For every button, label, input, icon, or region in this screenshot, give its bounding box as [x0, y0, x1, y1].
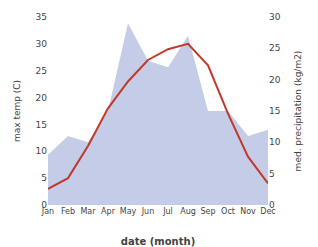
- svg-text:Jul: Jul: [162, 207, 173, 216]
- svg-text:Aug: Aug: [180, 207, 196, 216]
- svg-text:med. precipitation (kg/m2): med. precipitation (kg/m2): [293, 51, 303, 172]
- svg-text:10: 10: [36, 146, 48, 156]
- svg-text:0: 0: [269, 200, 275, 210]
- svg-text:Oct: Oct: [221, 207, 235, 216]
- svg-text:25: 25: [36, 66, 47, 76]
- svg-text:Mar: Mar: [80, 207, 96, 216]
- svg-text:max temp (C): max temp (C): [12, 80, 22, 142]
- svg-text:20: 20: [36, 93, 48, 103]
- svg-text:25: 25: [269, 43, 280, 53]
- svg-text:Jan: Jan: [41, 207, 54, 216]
- svg-text:30: 30: [269, 12, 281, 22]
- svg-text:Nov: Nov: [240, 207, 256, 216]
- svg-text:10: 10: [269, 137, 281, 147]
- svg-text:Jun: Jun: [141, 207, 155, 216]
- svg-text:date (month): date (month): [121, 236, 195, 247]
- svg-text:30: 30: [36, 39, 48, 49]
- svg-text:15: 15: [36, 120, 47, 130]
- svg-text:5: 5: [269, 169, 275, 179]
- svg-text:Feb: Feb: [61, 207, 75, 216]
- svg-text:0: 0: [41, 200, 47, 210]
- svg-text:35: 35: [36, 12, 47, 22]
- svg-text:Dec: Dec: [260, 207, 275, 216]
- svg-text:Sep: Sep: [200, 207, 215, 216]
- svg-text:15: 15: [269, 106, 280, 116]
- svg-text:Apr: Apr: [101, 207, 116, 216]
- svg-text:May: May: [120, 207, 137, 216]
- svg-text:20: 20: [269, 75, 281, 85]
- svg-text:5: 5: [41, 173, 47, 183]
